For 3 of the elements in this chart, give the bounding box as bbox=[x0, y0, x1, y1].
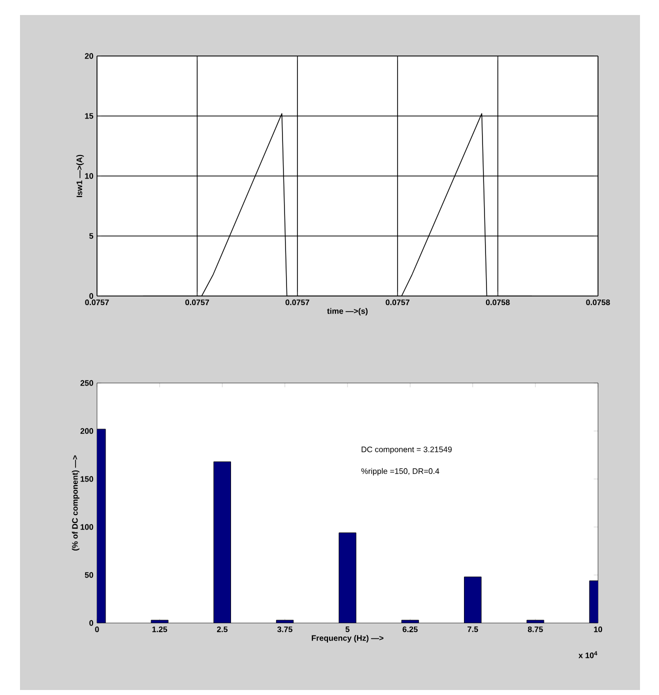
bar bbox=[464, 576, 482, 623]
bar bbox=[213, 461, 232, 623]
bar bbox=[338, 532, 356, 623]
